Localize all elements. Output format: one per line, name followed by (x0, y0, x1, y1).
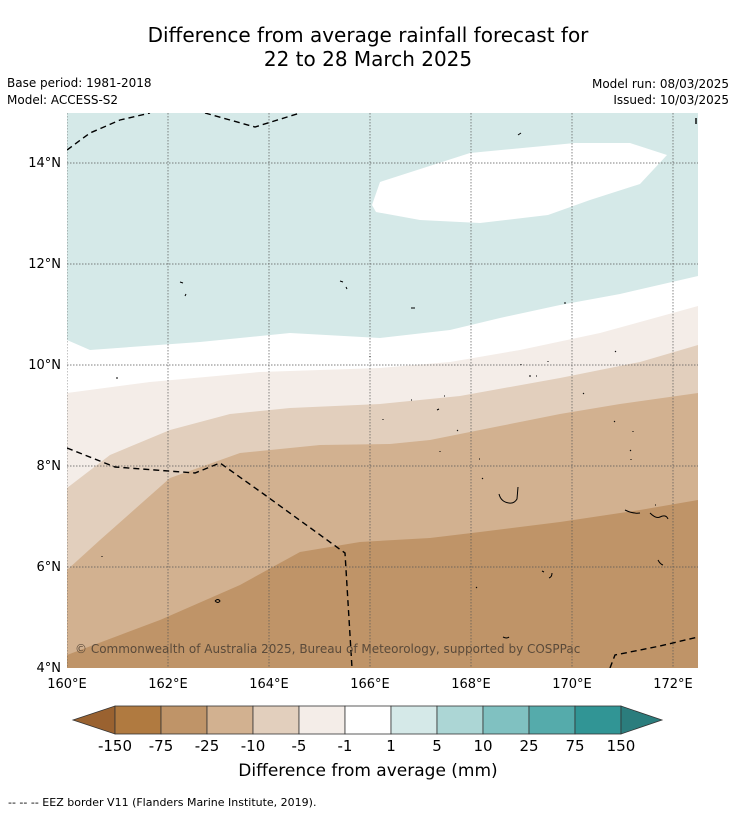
band-minus75-to-minus25 (67, 500, 698, 668)
colorbar-swatch (482, 705, 530, 735)
lat-label: 6°N (37, 560, 62, 575)
colorbar-swatch (390, 705, 438, 735)
lat-label: 12°N (28, 257, 61, 272)
colorbar-swatch (436, 705, 484, 735)
graticule (67, 113, 698, 668)
copyright-notice: © Commonwealth of Australia 2025, Bureau… (75, 642, 580, 656)
colorbar-extend-low (71, 705, 116, 735)
islands (101, 132, 669, 639)
colorbar-tick-label: 5 (432, 737, 442, 755)
lon-label: 172°E (653, 677, 693, 692)
colorbar-tick-label: 25 (519, 737, 538, 755)
colorbar-tick-label: -10 (241, 737, 266, 755)
colorbar-tick-label: -1 (338, 737, 353, 755)
colorbar-tick-label: -25 (195, 737, 220, 755)
model-run: Model run: 08/03/2025 (591, 77, 729, 91)
colorbar-tick-label: -5 (292, 737, 307, 755)
issued-date: Issued: 10/03/2025 (613, 93, 729, 107)
colorbar-swatch (160, 705, 208, 735)
colorbar-tick-label: 1 (386, 737, 396, 755)
colorbar-tick-label: 150 (607, 737, 636, 755)
lon-label: 162°E (148, 677, 188, 692)
colorbar-tick-label: 75 (565, 737, 584, 755)
colorbar-swatch (574, 705, 622, 735)
colorbar-tick-label: 10 (473, 737, 492, 755)
colorbar-swatch (298, 705, 346, 735)
lon-label: 160°E (47, 677, 87, 692)
lat-label: 8°N (37, 459, 62, 474)
base-period: Base period: 1981-2018 (7, 76, 152, 90)
colorbar-extend-high (620, 705, 664, 735)
map-title-line1: Difference from average rainfall forecas… (147, 23, 589, 47)
colorbar-swatch (344, 705, 392, 735)
lon-label: 170°E (552, 677, 592, 692)
colorbar-label: Difference from average (mm) (238, 761, 498, 781)
colorbar-swatch (114, 705, 162, 735)
lon-label: 168°E (451, 677, 491, 692)
map-title-line2: 22 to 28 March 2025 (263, 47, 473, 71)
lat-label: 4°N (37, 661, 62, 676)
model-name: Model: ACCESS-S2 (7, 93, 119, 107)
lon-label: 166°E (350, 677, 390, 692)
colorbar-tick-label: -150 (98, 737, 132, 755)
lat-label: 14°N (28, 156, 61, 171)
map-area (67, 113, 698, 668)
lon-label: 164°E (249, 677, 289, 692)
eez-border (67, 113, 698, 668)
lat-label: 10°N (28, 358, 61, 373)
colorbar-swatch (528, 705, 576, 735)
colorbar-swatch (252, 705, 300, 735)
colorbar-swatch (206, 705, 254, 735)
colorbar: -150 -75 -25 -10 -5 -1 1 5 10 25 75 150 (71, 705, 664, 755)
eez-legend-note: -- -- -- EEZ border V11 (Flanders Marine… (8, 796, 317, 809)
colorbar-tick-label: -75 (149, 737, 174, 755)
